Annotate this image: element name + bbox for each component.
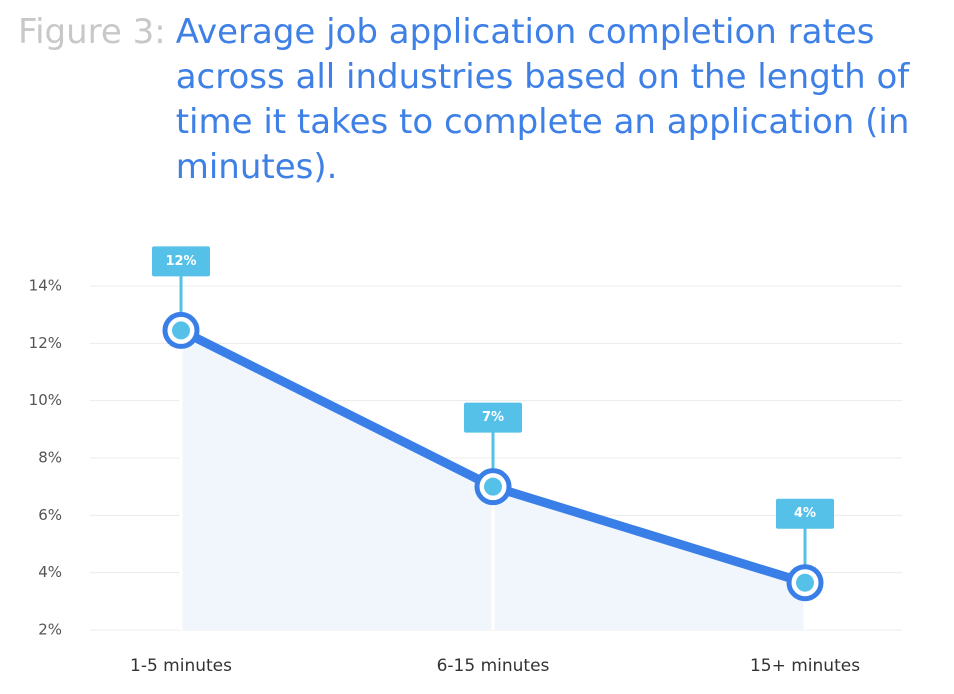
y-tick-label: 10% — [29, 391, 62, 409]
marker — [796, 573, 814, 592]
x-tick-label: 15+ minutes — [750, 656, 860, 676]
label-box — [776, 498, 834, 529]
y-tick-label: 12% — [29, 334, 62, 352]
figure-label: Figure 3: — [18, 12, 166, 52]
x-tick-label: 1-5 minutes — [130, 656, 232, 676]
label-box — [152, 246, 210, 277]
y-tick-label: 14% — [29, 277, 62, 295]
marker — [172, 321, 190, 340]
chart-title: Average job application completion rates… — [175, 12, 910, 187]
header: Figure 3: Average job application comple… — [18, 10, 916, 190]
x-tick-label: 6-15 minutes — [437, 656, 550, 676]
label-box — [464, 402, 522, 433]
y-tick-label: 8% — [38, 449, 62, 467]
y-tick-label: 2% — [38, 621, 62, 639]
value-label: 12% — [165, 254, 196, 269]
marker — [484, 477, 502, 496]
y-tick-label: 6% — [38, 506, 62, 524]
area — [181, 330, 805, 630]
value-label: 7% — [482, 410, 504, 425]
value-label: 4% — [794, 506, 816, 521]
y-tick-label: 4% — [38, 563, 62, 581]
